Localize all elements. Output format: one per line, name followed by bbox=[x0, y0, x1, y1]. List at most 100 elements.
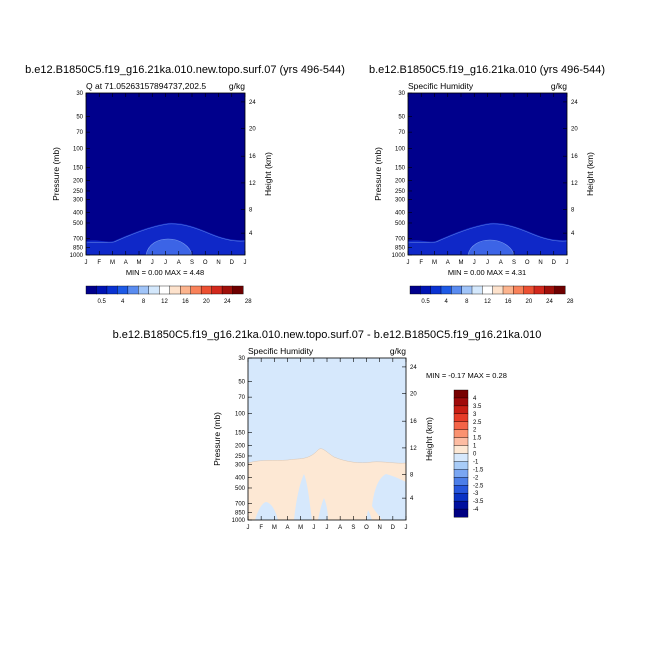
month-tick-label: M bbox=[110, 260, 115, 266]
colorbar-label: 8 bbox=[465, 299, 469, 305]
panel-3: b.e12.B1850C5.f19_g16.21ka.010.new.topo.… bbox=[113, 329, 542, 531]
panel-1-title: b.e12.B1850C5.f19_g16.21ka.010.new.topo.… bbox=[25, 64, 345, 76]
colorbar-swatch bbox=[453, 469, 469, 478]
colorbar-swatch bbox=[453, 445, 469, 455]
height-tick-label: 16 bbox=[571, 154, 578, 160]
pressure-tick-label: 300 bbox=[395, 197, 406, 203]
colorbar-swatch bbox=[453, 453, 469, 462]
month-tick-label: D bbox=[552, 260, 557, 266]
month-tick-label: A bbox=[338, 525, 342, 531]
colorbar-swatch bbox=[127, 285, 139, 295]
colorbar-swatch bbox=[148, 285, 160, 295]
colorbar-swatch bbox=[453, 429, 469, 439]
colorbar-label: 0.5 bbox=[98, 299, 107, 305]
height-tick-label: 4 bbox=[571, 231, 575, 237]
month-tick-label: O bbox=[203, 260, 208, 266]
colorbar-label: 3.5 bbox=[473, 404, 482, 410]
pressure-tick-label: 1000 bbox=[70, 253, 84, 259]
colorbar-swatch bbox=[190, 285, 202, 295]
month-tick-label: J bbox=[164, 260, 167, 266]
colorbar-swatch bbox=[544, 285, 556, 295]
height-tick-label: 20 bbox=[571, 127, 578, 133]
month-tick-label: S bbox=[512, 260, 516, 266]
height-tick-label: 24 bbox=[571, 100, 578, 106]
month-tick-label: J bbox=[326, 525, 329, 531]
pressure-tick-label: 1000 bbox=[232, 518, 246, 524]
colorbar-swatch bbox=[200, 285, 213, 295]
height-tick-label: 16 bbox=[410, 419, 417, 425]
colorbar-swatch bbox=[420, 285, 432, 295]
colorbar-label: 4 bbox=[121, 299, 125, 305]
colorbar-label: 1.5 bbox=[473, 436, 482, 442]
pressure-tick-label: 150 bbox=[73, 165, 84, 171]
pressure-tick-label: 70 bbox=[238, 395, 245, 401]
month-tick-label: J bbox=[151, 260, 154, 266]
month-tick-label: D bbox=[391, 525, 396, 531]
month-tick-label: F bbox=[419, 260, 423, 266]
pressure-tick-label: 1000 bbox=[392, 253, 406, 259]
colorbar-swatch bbox=[453, 437, 469, 447]
height-tick-label: 16 bbox=[249, 154, 256, 160]
colorbar-swatch bbox=[554, 285, 566, 295]
month-tick-label: J bbox=[247, 525, 250, 531]
colorbar-swatch bbox=[482, 285, 494, 295]
colorbar-swatch bbox=[453, 405, 469, 415]
height-tick-label: 24 bbox=[249, 100, 256, 106]
colorbar-swatch bbox=[451, 285, 463, 295]
colorbar-label: 0.5 bbox=[421, 299, 430, 305]
month-tick-label: J bbox=[473, 260, 476, 266]
height-tick-label: 8 bbox=[249, 208, 253, 214]
month-tick-label: M bbox=[459, 260, 464, 266]
panel-1-left-label: Q at 71.05263157894737,202.5 bbox=[86, 81, 206, 91]
pressure-tick-label: 50 bbox=[398, 115, 405, 121]
colorbar-swatch bbox=[96, 285, 108, 295]
pressure-tick-label: 300 bbox=[73, 197, 84, 203]
pressure-tick-label: 850 bbox=[235, 510, 246, 516]
month-tick-label: F bbox=[259, 525, 263, 531]
colorbar-label: -3.5 bbox=[473, 499, 484, 505]
panel-2-right-axis: 24 20 16 12 8 4 bbox=[563, 100, 578, 237]
pressure-tick-label: 250 bbox=[73, 189, 84, 195]
month-tick-label: O bbox=[525, 260, 530, 266]
colorbar-swatch bbox=[106, 285, 118, 295]
colorbar-swatch bbox=[453, 421, 469, 431]
pressure-tick-label: 400 bbox=[235, 476, 246, 482]
panel-1-ylabel-right: Height (km) bbox=[263, 152, 273, 196]
panel-1-colorbar: 0.5 4 8 12 16 20 24 28 bbox=[85, 285, 252, 305]
colorbar-label: 24 bbox=[224, 299, 231, 305]
colorbar-swatch bbox=[461, 285, 473, 295]
month-tick-label: J bbox=[407, 260, 410, 266]
colorbar-label: -2 bbox=[473, 475, 479, 481]
colorbar-swatch bbox=[440, 285, 452, 295]
colorbar-label: 20 bbox=[203, 299, 210, 305]
pressure-tick-label: 100 bbox=[395, 147, 406, 153]
colorbar-label: 12 bbox=[484, 299, 491, 305]
colorbar-swatch bbox=[453, 485, 469, 494]
colorbar-label: -3 bbox=[473, 491, 479, 497]
month-tick-label: A bbox=[285, 525, 289, 531]
panel-3-left-axis: 30 50 70 100 150 200 250 300 400 500 700 850 1000 bbox=[232, 356, 252, 524]
height-tick-label: 4 bbox=[249, 231, 253, 237]
colorbar-swatch bbox=[513, 285, 525, 295]
colorbar-swatch bbox=[211, 285, 223, 295]
panel-3-plot bbox=[247, 357, 407, 521]
panel-1: b.e12.B1850C5.f19_g16.21ka.010.new.topo.… bbox=[25, 64, 345, 305]
colorbar-swatch bbox=[533, 285, 545, 295]
height-tick-label: 4 bbox=[410, 496, 414, 502]
height-tick-label: 8 bbox=[410, 473, 414, 479]
panel-1-right-axis: 24 20 16 12 8 4 bbox=[241, 100, 256, 237]
pressure-tick-label: 70 bbox=[76, 130, 83, 136]
pressure-tick-label: 500 bbox=[395, 221, 406, 227]
pressure-tick-label: 70 bbox=[398, 130, 405, 136]
month-tick-label: N bbox=[216, 260, 220, 266]
panel-3-right-axis: 24 20 16 12 8 4 bbox=[402, 365, 417, 502]
pressure-tick-label: 500 bbox=[73, 221, 84, 227]
pressure-tick-label: 700 bbox=[235, 502, 246, 508]
month-tick-label: N bbox=[538, 260, 542, 266]
colorbar-swatch bbox=[523, 285, 535, 295]
colorbar-swatch bbox=[471, 285, 483, 295]
colorbar-label: -2.5 bbox=[473, 483, 484, 489]
colorbar-label: 16 bbox=[505, 299, 512, 305]
colorbar-label: -1 bbox=[473, 459, 479, 465]
